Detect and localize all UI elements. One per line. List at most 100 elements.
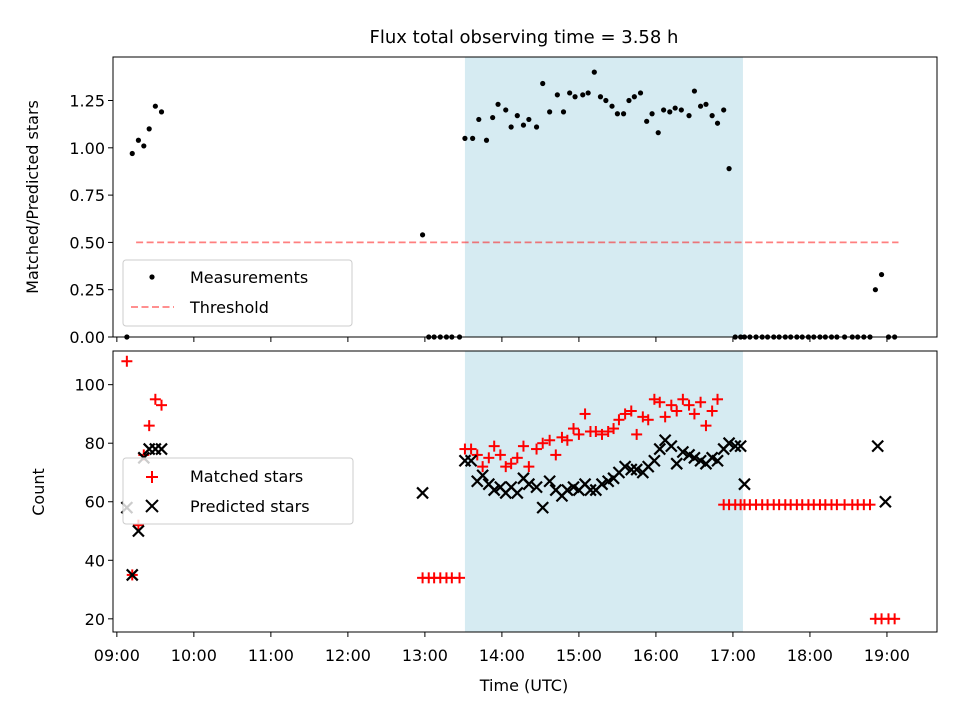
predicted-star-marker (584, 483, 597, 497)
predicted-star-marker (530, 480, 543, 494)
matched-star-marker (659, 411, 671, 423)
measurement-point (672, 105, 678, 111)
measurement-point (520, 122, 527, 128)
predicted-marker-b (658, 433, 672, 447)
matched-star-marker (531, 443, 543, 455)
predicted-star-marker (688, 451, 701, 465)
measurement-point (490, 114, 496, 121)
measurement-point (495, 101, 501, 107)
top-y-tick-label: 0.00 (69, 328, 105, 347)
predicted-marker-b (694, 454, 707, 468)
measurement-point (567, 90, 573, 96)
bottom-y-tick-label: 40 (85, 551, 105, 570)
predicted-marker-b (464, 454, 478, 468)
bottom-y-tick-label: 20 (85, 610, 105, 629)
measurement-point (533, 124, 540, 130)
predicted-star-marker (476, 469, 489, 482)
predicted-star-marker (618, 460, 632, 473)
top-axes-frame (112, 56, 938, 338)
predicted-star-marker (132, 524, 145, 538)
top-y-tick-label: 0.50 (69, 233, 105, 252)
measurement-point (514, 113, 520, 119)
measurement-point (678, 107, 684, 113)
measurement-point (714, 120, 721, 126)
bottom-x-axis: 09:00 10:00 11:00 12:00 13:00 14:00 15:00 16:00… (94, 632, 910, 665)
x-tick-label: 16:00 (633, 646, 679, 665)
measurement-point (526, 116, 532, 123)
matched-star-marker (625, 405, 637, 417)
measurement-point (644, 118, 650, 124)
predicted-marker-b (722, 436, 736, 450)
x-tick-label: 12:00 (325, 646, 371, 665)
predicted-marker-b (624, 463, 638, 476)
matched-star-marker (706, 405, 718, 417)
matched-star-marker (494, 449, 506, 461)
predicted-marker-b (653, 442, 667, 456)
matched-star-marker (465, 443, 477, 455)
matched-star-marker (523, 461, 535, 473)
legend-measurements-marker (149, 274, 155, 280)
predicted-star-marker (416, 486, 429, 500)
x-tick-label: 15:00 (556, 646, 602, 665)
predicted-star-marker (648, 454, 661, 468)
measurement-point (591, 69, 597, 75)
measurement-point (691, 88, 698, 94)
matched-star-marker (488, 440, 500, 452)
matched-stars-series (121, 355, 901, 625)
bottom-observing-window (464, 351, 743, 632)
top-y-tick-label: 1.25 (69, 92, 105, 111)
predicted-star-marker (711, 454, 724, 468)
measurement-point (129, 150, 135, 157)
x-tick-label: 10:00 (171, 646, 217, 665)
measurement-point (540, 80, 546, 87)
measurement-point (620, 111, 627, 117)
legend-threshold-label: Threshold (189, 298, 269, 317)
predicted-marker-b (543, 474, 556, 488)
predicted-marker-b (648, 454, 661, 468)
x-tick-label: 18:00 (787, 646, 833, 665)
legend-matched-marker (146, 471, 158, 483)
predicted-star-marker (595, 477, 609, 491)
measurement-point (686, 113, 692, 119)
predicted-marker-b (630, 463, 643, 476)
bottom-axes-frame (112, 350, 938, 633)
matched-star-marker (471, 449, 483, 461)
measurement-point (580, 92, 586, 98)
predicted-marker-b (567, 480, 580, 494)
predicted-star-marker (738, 477, 751, 491)
matched-star-marker (654, 396, 666, 408)
matched-star-marker (579, 408, 591, 420)
matched-star-marker (156, 399, 168, 411)
predicted-marker-b (879, 495, 892, 509)
bottom-panel: 20 40 60 80 100 09:00 10:00 11:00 12:00 13:00 14:… (29, 350, 938, 695)
predicted-star-marker (879, 495, 892, 509)
predicted-marker-b (476, 469, 489, 482)
predicted-star-marker (487, 483, 501, 497)
predicted-star-marker (522, 477, 536, 491)
x-tick-label: 19:00 (864, 646, 910, 665)
matched-star-marker (700, 420, 712, 432)
predicted-marker-b (584, 483, 597, 497)
x-tick-label: 13:00 (402, 646, 448, 665)
matched-star-marker (477, 461, 489, 473)
bottom-y-axis-label: Count (29, 468, 48, 516)
predicted-marker-b (536, 501, 549, 514)
measurement-point (547, 109, 553, 115)
top-y-tick-label: 0.25 (69, 281, 105, 300)
matched-star-marker (864, 499, 876, 511)
predicted-marker-b (482, 477, 496, 491)
measurement-point (462, 135, 468, 141)
top-y-tick-label: 0.75 (69, 186, 105, 205)
top-y-axis-label: Matched/Predicted stars (23, 100, 42, 294)
predicted-star-marker (722, 436, 736, 450)
top-legend-box (122, 259, 353, 327)
predicted-marker-b (734, 439, 747, 453)
measurement-point (572, 94, 578, 100)
predicted-marker-b (530, 480, 543, 494)
matched-star-marker (889, 613, 901, 625)
x-axis-label: Time (UTC) (479, 676, 568, 695)
measurement-point (872, 287, 878, 293)
x-tick-label: 11:00 (248, 646, 294, 665)
measurement-point (655, 130, 661, 136)
measurement-point (560, 109, 567, 115)
